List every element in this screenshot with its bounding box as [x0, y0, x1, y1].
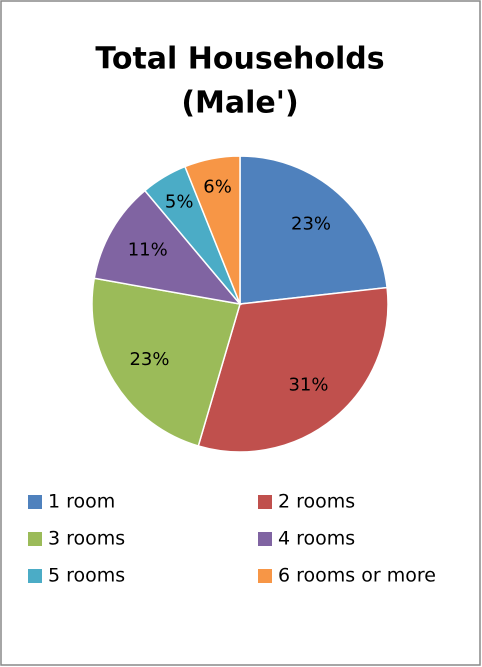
- legend-label: 6 rooms or more: [278, 565, 436, 587]
- legend-label: 1 room: [48, 491, 115, 513]
- chart-title: (Male'): [181, 86, 298, 121]
- legend-label: 5 rooms: [48, 565, 125, 587]
- legend-label: 2 rooms: [278, 491, 355, 513]
- legend-label: 4 rooms: [278, 528, 355, 550]
- legend-swatch: [258, 532, 272, 546]
- data-label: 31%: [288, 375, 328, 396]
- legend-swatch: [258, 495, 272, 509]
- pie-slice: [184, 155, 241, 305]
- legend-swatch: [28, 532, 42, 546]
- legend-label: 3 rooms: [48, 528, 125, 550]
- pie-slice: [91, 277, 241, 447]
- data-label: 11%: [128, 240, 168, 261]
- legend-swatch: [28, 495, 42, 509]
- legend-swatch: [258, 569, 272, 583]
- chart-title: Total Households: [95, 42, 384, 77]
- data-label: 6%: [203, 177, 232, 198]
- data-label: 23%: [129, 349, 169, 370]
- data-label: 5%: [165, 191, 194, 212]
- data-label: 23%: [291, 214, 331, 235]
- pie-slice: [197, 286, 389, 453]
- legend-swatch: [28, 569, 42, 583]
- pie-slice: [93, 189, 242, 306]
- pie-slice: [239, 155, 388, 305]
